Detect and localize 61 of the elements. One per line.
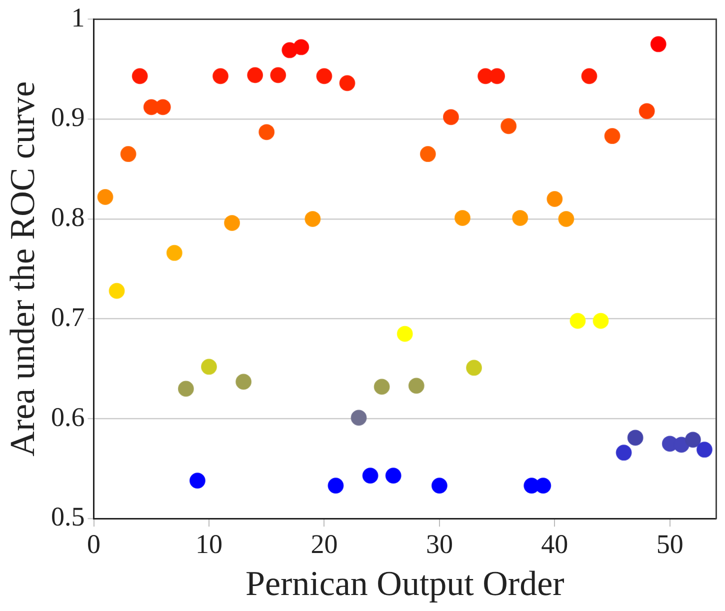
- point: [385, 468, 402, 484]
- point: [408, 378, 424, 394]
- point: [604, 128, 620, 144]
- point: [592, 312, 609, 329]
- point: [500, 118, 517, 134]
- point: [581, 68, 598, 84]
- point: [316, 68, 332, 84]
- point: [236, 374, 252, 390]
- point: [189, 472, 206, 489]
- point: [454, 210, 470, 226]
- point: [638, 103, 655, 120]
- point: [696, 442, 712, 458]
- point: [558, 210, 574, 227]
- point: [247, 67, 264, 84]
- point: [304, 210, 321, 227]
- point: [224, 214, 240, 231]
- point: [431, 478, 448, 494]
- point: [178, 380, 194, 397]
- point: [154, 99, 171, 116]
- x-tick-label: 50: [656, 528, 684, 559]
- point: [489, 68, 506, 84]
- point: [396, 326, 413, 342]
- y-axis-title: Area under the ROC curve: [3, 81, 42, 456]
- x-axis-title: Pernican Output Order: [245, 564, 565, 604]
- point: [350, 410, 367, 426]
- y-tick-label: 0.6: [51, 402, 85, 432]
- x-tick-label: 20: [310, 528, 338, 559]
- y-tick-label: 0.5: [51, 502, 85, 532]
- point: [535, 478, 552, 494]
- point: [120, 146, 136, 162]
- point: [258, 124, 275, 140]
- point: [108, 282, 125, 299]
- x-tick-label: 0: [87, 528, 100, 559]
- point: [97, 188, 114, 205]
- y-tick-label: 0.8: [51, 202, 85, 232]
- point: [200, 358, 217, 375]
- x-tick-label: 40: [541, 528, 568, 559]
- point: [570, 312, 586, 329]
- y-tick-label: 1: [71, 2, 85, 32]
- point: [132, 68, 148, 84]
- y-tick-label: 0.7: [51, 302, 85, 332]
- point: [466, 360, 482, 376]
- point: [546, 190, 563, 207]
- point: [328, 478, 344, 494]
- point: [650, 36, 666, 52]
- point: [270, 67, 286, 84]
- point: [362, 468, 378, 484]
- point: [420, 146, 436, 162]
- point: [166, 244, 182, 261]
- point: [512, 210, 528, 226]
- point: [374, 378, 390, 395]
- y-tick-label: 0.9: [51, 102, 85, 132]
- point: [212, 68, 229, 84]
- point: [339, 75, 356, 92]
- point: [293, 39, 310, 56]
- point: [616, 444, 632, 461]
- x-tick-label: 10: [195, 528, 222, 559]
- point: [627, 430, 644, 446]
- x-tick-label: 30: [426, 528, 453, 559]
- point: [442, 109, 459, 126]
- point: [684, 432, 701, 448]
